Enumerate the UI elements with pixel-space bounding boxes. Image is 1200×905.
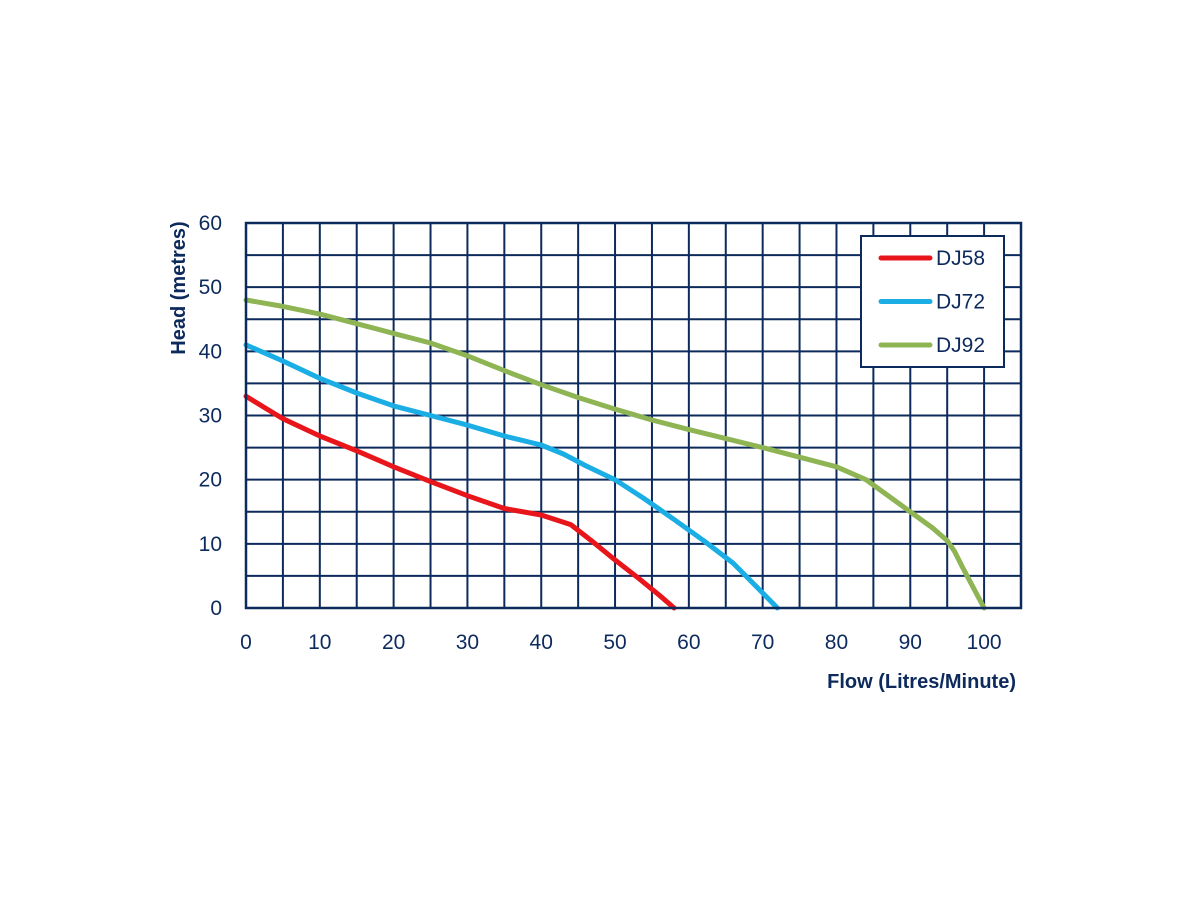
x-tick-label: 100: [967, 631, 1002, 654]
series-line-dj58: [243, 393, 677, 611]
x-tick-label: 10: [308, 631, 331, 654]
tick-labels: 0 10 20 30 40 50 60 70 80 90 100 0 10 20 30 40 50 60: [199, 212, 1002, 654]
x-tick-label: 50: [603, 631, 626, 654]
plot-frame: [244, 221, 1023, 610]
y-tick-label: 30: [199, 405, 222, 428]
y-tick-label: 50: [199, 276, 222, 299]
y-axis-title: Head (metres): [168, 221, 190, 354]
x-tick-label: 80: [825, 631, 848, 654]
legend-label-dj92: DJ92: [936, 334, 985, 357]
series-line-dj72: [243, 342, 780, 611]
x-tick-label: 60: [677, 631, 700, 654]
y-tick-label: 40: [199, 340, 222, 363]
y-tick-label: 60: [199, 212, 222, 235]
x-axis-title: Flow (Litres/Minute): [827, 671, 1016, 693]
y-tick-label: 0: [210, 597, 222, 620]
series-line-dj92: [243, 297, 987, 611]
legend-label-dj58: DJ58: [936, 247, 985, 270]
x-tick-label: 20: [382, 631, 405, 654]
x-tick-label: 90: [899, 631, 922, 654]
plot-border: [244, 221, 1023, 610]
legend: DJ58 DJ72 DJ92: [860, 235, 1005, 368]
x-tick-label: 40: [530, 631, 553, 654]
legend-label-dj72: DJ72: [936, 291, 985, 314]
x-tick-label: 70: [751, 631, 774, 654]
x-tick-label: 30: [456, 631, 479, 654]
y-tick-label: 10: [199, 533, 222, 556]
series-lines: [243, 297, 987, 611]
y-tick-label: 20: [199, 469, 222, 492]
x-tick-label: 0: [240, 631, 252, 654]
